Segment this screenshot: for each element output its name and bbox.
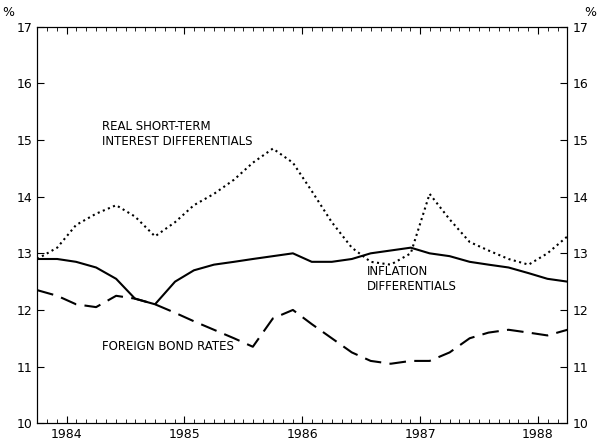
Text: INFLATION
DIFFERENTIALS: INFLATION DIFFERENTIALS [367, 265, 457, 293]
Text: FOREIGN BOND RATES: FOREIGN BOND RATES [102, 340, 234, 353]
Text: REAL SHORT-TERM
INTEREST DIFFERENTIALS: REAL SHORT-TERM INTEREST DIFFERENTIALS [102, 121, 253, 148]
Text: %: % [584, 6, 596, 19]
Text: %: % [2, 6, 14, 19]
